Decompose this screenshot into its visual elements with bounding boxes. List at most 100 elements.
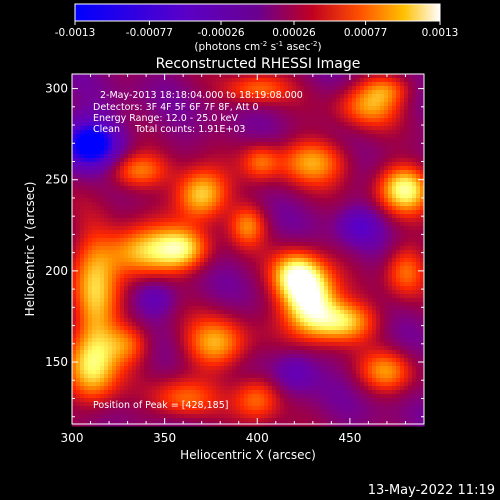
- heatmap-cell: [404, 90, 409, 95]
- heatmap-cell: [148, 90, 153, 95]
- heatmap-cell: [228, 110, 233, 115]
- heatmap-cell: [108, 206, 113, 211]
- heatmap-cell: [200, 126, 205, 131]
- heatmap-cell: [212, 238, 217, 243]
- heatmap-cell: [132, 174, 137, 179]
- heatmap-cell: [148, 250, 153, 255]
- heatmap-cell: [380, 102, 385, 107]
- heatmap-cell: [156, 158, 161, 163]
- heatmap-cell: [288, 174, 293, 179]
- heatmap-cell: [420, 238, 425, 243]
- heatmap-cell: [156, 238, 161, 243]
- heatmap-cell: [208, 170, 213, 175]
- heatmap-cell: [232, 230, 237, 235]
- heatmap-cell: [136, 198, 141, 203]
- heatmap-cell: [204, 182, 209, 187]
- heatmap-cell: [404, 134, 409, 139]
- heatmap-cell: [284, 86, 289, 91]
- heatmap-cell: [188, 150, 193, 155]
- heatmap-cell: [152, 250, 157, 255]
- heatmap-cell: [356, 254, 361, 259]
- heatmap-cell: [268, 142, 273, 147]
- heatmap-cell: [248, 282, 253, 287]
- heatmap-cell: [100, 290, 105, 295]
- heatmap-cell: [256, 74, 261, 79]
- heatmap-cell: [332, 254, 337, 259]
- heatmap-cell: [284, 158, 289, 163]
- heatmap-cell: [420, 106, 425, 111]
- heatmap-cell: [216, 274, 221, 279]
- heatmap-cell: [244, 78, 249, 83]
- heatmap-cell: [84, 222, 89, 227]
- heatmap-cell: [348, 170, 353, 175]
- heatmap-cell: [148, 258, 153, 263]
- heatmap-cell: [172, 114, 177, 119]
- heatmap-cell: [412, 102, 417, 107]
- heatmap-cell: [344, 162, 349, 167]
- heatmap-cell: [244, 202, 249, 207]
- heatmap-cell: [364, 110, 369, 115]
- heatmap-cell: [212, 258, 217, 263]
- heatmap-cell: [268, 110, 273, 115]
- heatmap-cell: [356, 118, 361, 123]
- heatmap-cell: [124, 254, 129, 259]
- heatmap-cell: [276, 174, 281, 179]
- heatmap-cell: [252, 110, 257, 115]
- heatmap-cell: [364, 262, 369, 267]
- heatmap-cell: [176, 186, 181, 191]
- heatmap-cell: [92, 174, 97, 179]
- heatmap-cell: [244, 98, 249, 103]
- heatmap-cell: [176, 146, 181, 151]
- heatmap-cell: [412, 194, 417, 199]
- heatmap-cell: [180, 186, 185, 191]
- heatmap-cell: [76, 154, 81, 159]
- heatmap-cell: [172, 226, 177, 231]
- heatmap-cell: [244, 110, 249, 115]
- heatmap-cell: [360, 234, 365, 239]
- heatmap-cell: [96, 90, 101, 95]
- heatmap-cell: [372, 230, 377, 235]
- heatmap-cell: [272, 298, 277, 303]
- heatmap-cell: [276, 122, 281, 127]
- heatmap-cell: [160, 250, 165, 255]
- heatmap-cell: [196, 214, 201, 219]
- heatmap-cell: [360, 94, 365, 99]
- heatmap-cell: [412, 230, 417, 235]
- heatmap-cell: [240, 126, 245, 131]
- heatmap-cell: [208, 98, 213, 103]
- heatmap-cell: [408, 178, 413, 183]
- heatmap-cell: [296, 226, 301, 231]
- heatmap-cell: [156, 98, 161, 103]
- heatmap-cell: [408, 86, 413, 91]
- heatmap-cell: [224, 94, 229, 99]
- heatmap-cell: [272, 278, 277, 283]
- heatmap-cell: [236, 270, 241, 275]
- heatmap-cell: [360, 282, 365, 287]
- heatmap-cell: [268, 134, 273, 139]
- heatmap-cell: [128, 258, 133, 263]
- heatmap-cell: [308, 286, 313, 291]
- heatmap-cell: [268, 130, 273, 135]
- heatmap-cell: [232, 238, 237, 243]
- heatmap-cell: [324, 182, 329, 187]
- heatmap-cell: [340, 238, 345, 243]
- heatmap-cell: [276, 110, 281, 115]
- heatmap-cell: [364, 202, 369, 207]
- heatmap-cell: [168, 226, 173, 231]
- heatmap-cell: [88, 106, 93, 111]
- heatmap-cell: [188, 250, 193, 255]
- heatmap-cell: [272, 130, 277, 135]
- heatmap-cell: [120, 250, 125, 255]
- heatmap-cell: [272, 150, 277, 155]
- heatmap-cell: [152, 134, 157, 139]
- heatmap-cell: [192, 270, 197, 275]
- heatmap-cell: [368, 242, 373, 247]
- heatmap-cell: [144, 274, 149, 279]
- heatmap-cell: [184, 74, 189, 79]
- heatmap-cell: [88, 274, 93, 279]
- heatmap-cell: [252, 166, 257, 171]
- heatmap-cell: [348, 194, 353, 199]
- heatmap-cell: [296, 118, 301, 123]
- heatmap-cell: [172, 294, 177, 299]
- heatmap-cell: [384, 98, 389, 103]
